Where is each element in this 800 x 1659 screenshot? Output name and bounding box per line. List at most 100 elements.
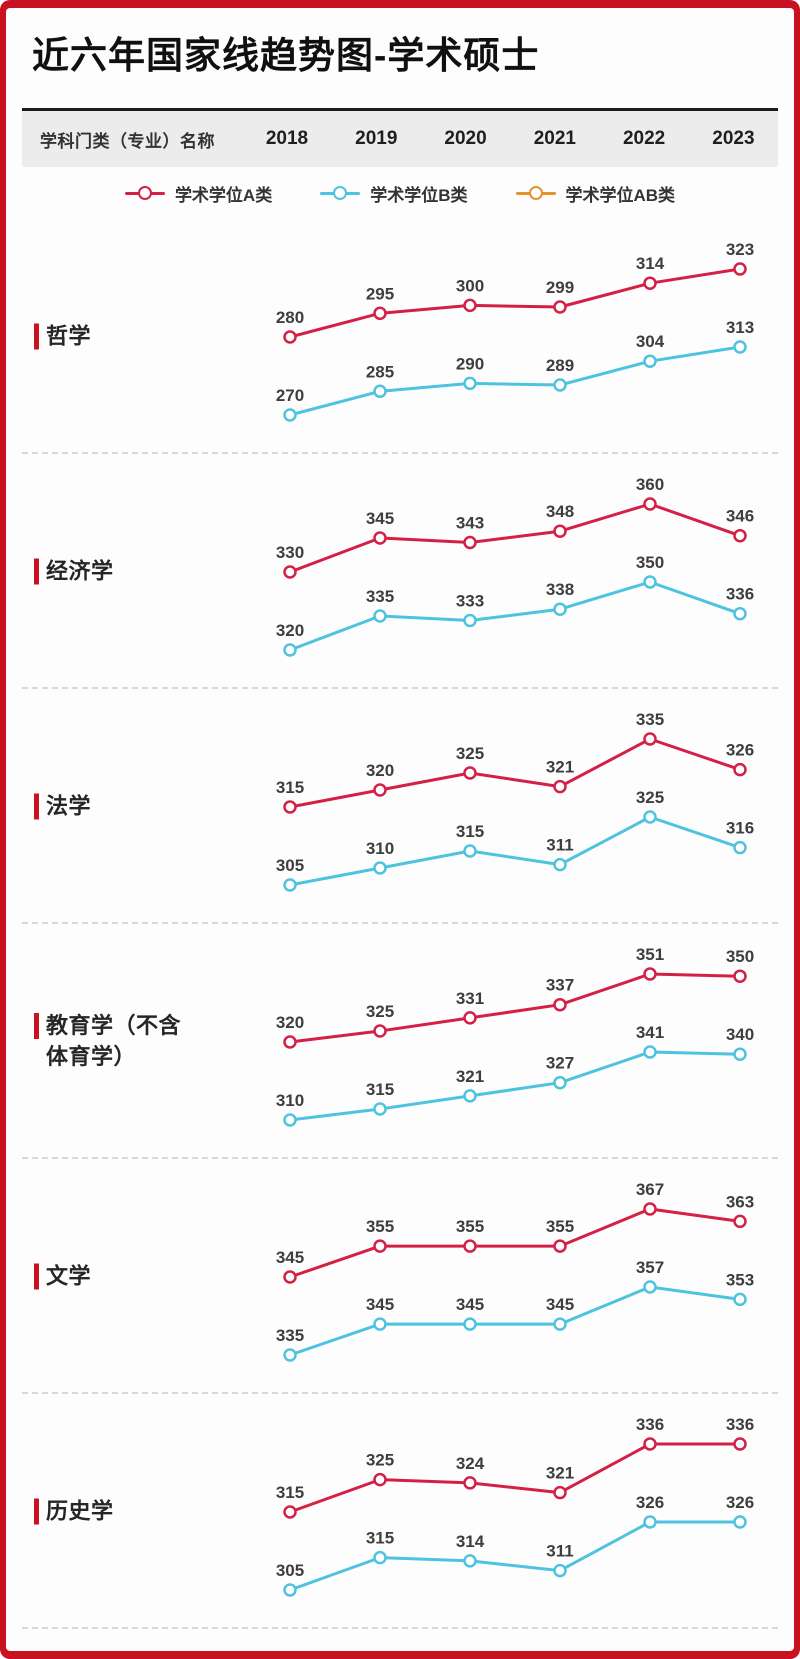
data-point-marker — [733, 1437, 747, 1451]
value-label: 353 — [726, 1270, 754, 1289]
data-point-marker — [373, 1239, 387, 1253]
data-point-marker — [373, 609, 387, 623]
subject-accent-bar — [34, 793, 39, 819]
value-label: 315 — [456, 822, 484, 841]
data-point-marker — [733, 606, 747, 621]
series-line — [288, 1050, 742, 1122]
value-label: 335 — [276, 1326, 304, 1345]
value-label: 348 — [546, 502, 574, 521]
value-label: 316 — [726, 819, 754, 838]
subject-accent-bar — [34, 1498, 39, 1524]
subject-name: 法学 — [46, 793, 92, 818]
data-point-marker — [733, 1515, 747, 1529]
series-line — [288, 1442, 742, 1514]
legend-circle — [528, 186, 543, 200]
data-point-marker — [373, 1550, 387, 1565]
data-point-marker — [643, 1045, 657, 1059]
value-label: 355 — [366, 1217, 394, 1236]
legend-circle — [333, 186, 348, 200]
value-label: 305 — [276, 1561, 304, 1580]
data-point-marker — [643, 354, 657, 368]
value-label: 327 — [546, 1054, 574, 1073]
data-point-marker — [733, 762, 747, 777]
value-label: 310 — [366, 839, 394, 858]
subject-name: 历史学 — [46, 1498, 114, 1523]
data-point-marker — [283, 1035, 297, 1049]
subject-accent-bar — [34, 558, 39, 584]
data-point-marker — [463, 844, 477, 858]
value-label: 311 — [546, 1542, 573, 1561]
data-point-marker — [463, 535, 477, 550]
data-point-marker — [373, 861, 387, 875]
value-label: 300 — [456, 276, 484, 295]
data-point-marker — [643, 1202, 657, 1216]
data-point-marker — [553, 779, 567, 794]
data-point-marker — [283, 643, 297, 657]
data-point-marker — [283, 565, 297, 579]
data-point-marker — [283, 1348, 297, 1362]
data-point-marker — [553, 300, 567, 314]
data-point-marker — [463, 1239, 477, 1253]
data-point-marker — [463, 613, 477, 628]
value-label: 314 — [456, 1532, 485, 1551]
series-line — [288, 267, 742, 339]
value-label: 345 — [366, 509, 394, 528]
value-label: 324 — [456, 1454, 485, 1473]
value-label: 320 — [276, 621, 304, 640]
data-point-marker — [283, 1113, 297, 1127]
data-point-marker — [373, 1317, 387, 1331]
subject-accent-bar — [34, 323, 39, 349]
series-line — [288, 1285, 742, 1357]
data-point-marker — [373, 1102, 387, 1116]
page-title: 近六年国家线趋势图-学术硕士 — [32, 35, 540, 76]
legend-item: 学术学位B类 — [320, 181, 468, 206]
value-label: 341 — [636, 1023, 664, 1042]
data-point-marker — [733, 1292, 747, 1307]
data-point-marker — [643, 732, 657, 746]
data-point-marker — [283, 878, 297, 892]
data-point-marker — [283, 800, 297, 814]
legend-item: 学术学位A类 — [124, 181, 273, 206]
year-column-label: 2021 — [533, 128, 576, 149]
value-label: 355 — [456, 1217, 484, 1236]
subject-accent-bar — [34, 1012, 39, 1039]
legend-line-marker-icon — [124, 186, 165, 200]
value-label: 345 — [366, 1295, 394, 1314]
value-label: 270 — [276, 386, 304, 405]
subject-label: 文学 — [34, 1260, 234, 1291]
data-point-marker — [463, 298, 477, 313]
data-point-marker — [553, 1317, 567, 1331]
data-point-marker — [373, 306, 387, 321]
legend-label: 学术学位B类 — [370, 185, 468, 205]
data-point-marker — [553, 857, 567, 872]
value-label: 345 — [546, 1295, 574, 1314]
subject-section: 文学 345 355 355 355 367 363 335 345 345 345 357 353 — [22, 1159, 778, 1394]
data-point-marker — [643, 967, 657, 981]
value-label: 321 — [456, 1067, 484, 1086]
value-label: 315 — [276, 778, 304, 797]
value-label: 321 — [546, 1464, 574, 1483]
value-label: 315 — [366, 1080, 394, 1099]
subject-label: 历史学 — [34, 1495, 234, 1526]
value-label: 336 — [636, 1415, 664, 1434]
legend-label: 学术学位A类 — [174, 185, 273, 205]
data-point-marker — [643, 575, 657, 589]
data-point-marker — [463, 1317, 477, 1331]
value-label: 313 — [726, 318, 754, 337]
data-point-marker — [553, 1563, 567, 1578]
table-header-name: 学科门类（专业）名称 — [40, 131, 215, 151]
data-point-marker — [643, 1280, 657, 1294]
subject-section: 法学 315 320 325 321 335 326 305 310 315 311 325 316 — [22, 689, 778, 924]
data-point-marker — [463, 1476, 477, 1490]
value-label: 321 — [546, 758, 574, 777]
line-chart: 280 295 300 299 314 323 270 285 290 289 304 313 — [276, 240, 754, 422]
value-label: 355 — [546, 1217, 574, 1236]
subject-section: 经济学 330 345 343 348 360 346 320 335 333 338 350 336 — [22, 454, 778, 689]
value-label: 315 — [366, 1529, 394, 1548]
value-label: 350 — [726, 947, 754, 966]
value-label: 336 — [726, 585, 754, 604]
data-point-marker — [463, 766, 477, 780]
value-label: 346 — [726, 507, 754, 526]
value-label: 295 — [366, 284, 394, 303]
